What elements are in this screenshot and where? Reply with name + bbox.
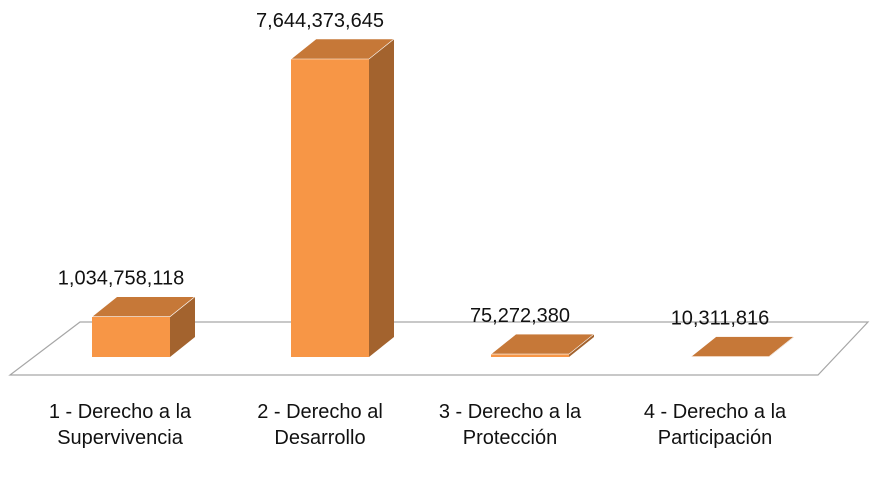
x-tick-label: 3 - Derecho a la Protección bbox=[439, 401, 582, 449]
x-tick-label: 2 - Derecho al Desarrollo bbox=[257, 401, 383, 449]
bar-side bbox=[569, 334, 594, 357]
bar bbox=[690, 336, 795, 357]
value-label: 7,644,373,645 bbox=[256, 10, 384, 32]
bar-side bbox=[369, 39, 394, 357]
bar-front bbox=[92, 316, 170, 357]
bar bbox=[91, 296, 196, 357]
x-tick-label: 1 - Derecho a la Supervivencia bbox=[49, 401, 192, 449]
x-tick-label: 4 - Derecho a la Participación bbox=[644, 401, 787, 449]
bar-top bbox=[290, 38, 395, 60]
bar bbox=[490, 333, 595, 357]
value-label: 1,034,758,118 bbox=[58, 268, 184, 290]
bar-front bbox=[291, 59, 369, 357]
value-label: 10,311,816 bbox=[671, 308, 770, 330]
bar-top bbox=[91, 296, 196, 317]
bar bbox=[290, 38, 395, 357]
bar-top bbox=[490, 333, 595, 355]
bar-front bbox=[491, 354, 569, 357]
value-label: 75,272,380 bbox=[470, 305, 570, 327]
floor bbox=[8, 321, 870, 376]
bar-top bbox=[690, 336, 795, 357]
